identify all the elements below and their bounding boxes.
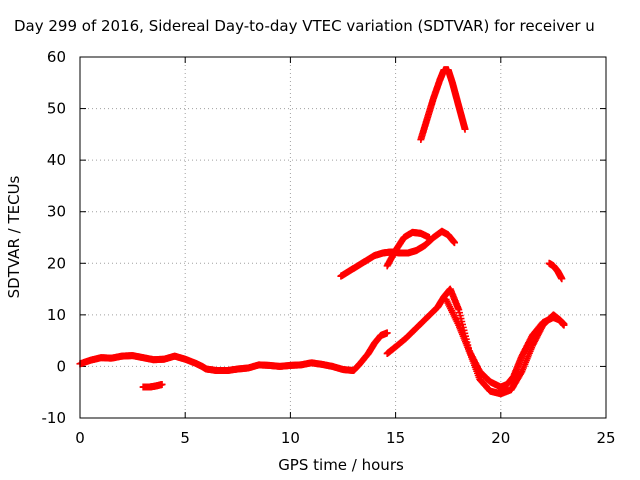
data-track-2 — [442, 295, 568, 391]
data-track-0 — [76, 329, 391, 375]
y-tick-label: 20 — [47, 254, 66, 272]
x-tick-label: 25 — [596, 429, 615, 447]
data-point — [383, 329, 391, 337]
y-tick-labels: -10 0 10 20 30 40 50 60 — [42, 48, 67, 427]
y-tick-label: 60 — [47, 48, 66, 66]
data-track-3 — [139, 380, 166, 391]
y-tick-label: 40 — [47, 151, 66, 169]
data-track-4 — [337, 227, 459, 280]
x-tick-label: 15 — [386, 429, 405, 447]
y-tick-label: -10 — [42, 409, 67, 427]
data-points — [76, 66, 568, 398]
x-tick-label: 20 — [491, 429, 510, 447]
data-point — [425, 234, 433, 241]
data-point — [560, 320, 568, 328]
x-tick-label: 0 — [75, 429, 85, 447]
data-point — [461, 125, 469, 133]
x-axis-label: GPS time / hours — [278, 456, 404, 474]
y-tick-label: 10 — [47, 306, 66, 324]
chart-title: Day 299 of 2016, Sidereal Day-to-day VTE… — [14, 17, 595, 35]
y-tick-label: 30 — [47, 203, 66, 221]
grid — [79, 56, 607, 419]
data-point — [558, 275, 566, 283]
x-tick-label: 10 — [281, 429, 300, 447]
data-track-6 — [417, 66, 469, 144]
data-point — [451, 239, 459, 247]
x-tick-labels: 0 5 10 15 20 25 — [75, 429, 615, 447]
x-tick-label: 5 — [180, 429, 190, 447]
data-point — [158, 380, 166, 388]
y-axis-label: SDTVAR / TECUs — [5, 175, 23, 298]
data-track-7 — [545, 259, 566, 283]
data-track-5 — [383, 228, 433, 270]
plot-frame — [79, 56, 607, 419]
y-tick-label: 50 — [47, 100, 66, 118]
y-tick-label: 0 — [56, 357, 66, 375]
